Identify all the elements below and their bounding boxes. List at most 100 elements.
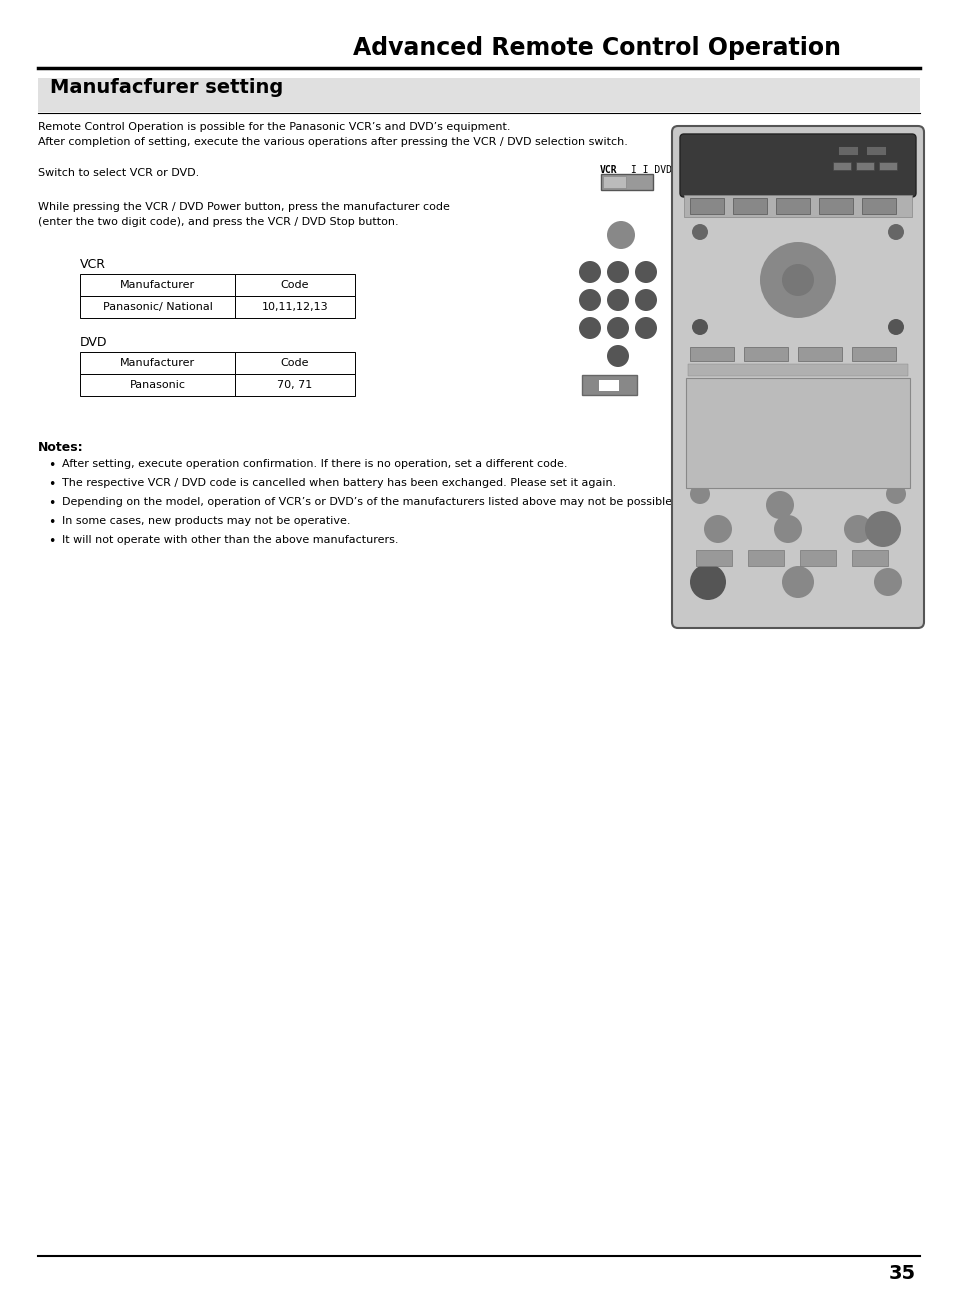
Circle shape: [703, 456, 731, 483]
Circle shape: [885, 483, 905, 504]
Circle shape: [703, 386, 731, 413]
Bar: [234, 273, 355, 295]
Text: ▲: ▲: [794, 249, 801, 259]
Text: ▶: ▶: [820, 276, 826, 285]
Bar: [80, 273, 234, 295]
Text: After setting, execute operation confirmation. If there is no operation, set a d: After setting, execute operation confirm…: [62, 459, 567, 469]
Circle shape: [606, 345, 628, 367]
Text: 35: 35: [888, 1264, 915, 1283]
Circle shape: [773, 515, 801, 543]
Circle shape: [781, 566, 813, 597]
Bar: [865, 146, 885, 156]
Text: 7: 7: [585, 323, 594, 333]
Text: Advanced Remote Control Operation: Advanced Remote Control Operation: [353, 36, 841, 60]
Text: TV: TV: [792, 609, 802, 618]
Bar: [797, 347, 841, 362]
Text: It will not operate with other than the above manufacturers.: It will not operate with other than the …: [62, 535, 398, 546]
Circle shape: [827, 386, 855, 413]
Text: I I DVD: I I DVD: [624, 165, 671, 175]
Text: •: •: [48, 496, 55, 511]
Text: Manufacfurer setting: Manufacfurer setting: [50, 78, 283, 97]
Bar: [689, 198, 723, 214]
Bar: [600, 174, 652, 191]
Bar: [689, 347, 733, 362]
Text: Panasonic: Panasonic: [130, 380, 185, 390]
Bar: [837, 146, 857, 156]
Text: Code: Code: [280, 280, 309, 290]
Text: 4: 4: [585, 295, 594, 305]
Text: After completion of setting, execute the various operations after pressing the V: After completion of setting, execute the…: [38, 137, 627, 146]
Bar: [234, 353, 355, 375]
Circle shape: [578, 289, 600, 311]
Bar: [851, 347, 895, 362]
Bar: [732, 198, 766, 214]
Text: 2: 2: [614, 267, 621, 277]
Circle shape: [635, 289, 657, 311]
Text: 1: 1: [585, 267, 594, 277]
Circle shape: [887, 319, 903, 334]
Text: Notes:: Notes:: [38, 441, 84, 454]
Circle shape: [578, 318, 600, 340]
Circle shape: [864, 511, 900, 547]
Text: Code: Code: [280, 358, 309, 368]
Circle shape: [689, 564, 725, 600]
Text: The respective VCR / DVD code is cancelled when battery has been exchanged. Plea: The respective VCR / DVD code is cancell…: [62, 478, 616, 489]
Circle shape: [689, 483, 709, 504]
Bar: [80, 353, 234, 375]
Circle shape: [691, 319, 707, 334]
Circle shape: [635, 318, 657, 340]
Circle shape: [703, 421, 731, 448]
Text: Panasonic/ National: Panasonic/ National: [103, 302, 213, 312]
Circle shape: [887, 224, 903, 240]
Text: 10,11,12,13: 10,11,12,13: [261, 302, 328, 312]
Text: ▼: ▼: [794, 301, 801, 311]
Text: 5: 5: [614, 295, 621, 305]
Circle shape: [827, 421, 855, 448]
Text: While pressing the VCR / DVD Power button, press the manufacturer code: While pressing the VCR / DVD Power butto…: [38, 202, 450, 213]
Bar: [696, 550, 731, 566]
Text: 3: 3: [641, 267, 649, 277]
Bar: [832, 162, 850, 170]
Circle shape: [606, 289, 628, 311]
Bar: [743, 347, 787, 362]
Text: Remote Control Operation is possible for the Panasonic VCR’s and DVD’s equipment: Remote Control Operation is possible for…: [38, 122, 510, 132]
Text: Panasonic: Panasonic: [769, 595, 825, 605]
Circle shape: [827, 456, 855, 483]
Circle shape: [765, 491, 793, 518]
Text: •: •: [48, 535, 55, 548]
Bar: [747, 550, 783, 566]
Bar: [775, 198, 809, 214]
Text: 2: 2: [776, 395, 783, 404]
Text: 1: 1: [714, 395, 721, 404]
Text: Switch to select VCR or DVD.: Switch to select VCR or DVD.: [38, 168, 199, 178]
Circle shape: [691, 224, 707, 240]
FancyBboxPatch shape: [671, 126, 923, 629]
Circle shape: [606, 260, 628, 283]
Bar: [80, 295, 234, 318]
Text: DVD: DVD: [80, 336, 108, 349]
Text: ◀: ◀: [767, 275, 775, 285]
Bar: [687, 364, 907, 376]
Text: OK: OK: [791, 276, 803, 285]
Bar: [685, 378, 909, 489]
Text: 70, 71: 70, 71: [277, 380, 313, 390]
Bar: [234, 295, 355, 318]
Text: Depending on the model, operation of VCR’s or DVD’s of the manufacturers listed : Depending on the model, operation of VCR…: [62, 496, 675, 507]
Text: Manufacturer: Manufacturer: [120, 358, 194, 368]
Circle shape: [781, 264, 813, 295]
Bar: [800, 550, 835, 566]
Bar: [38, 78, 919, 111]
Text: 3: 3: [838, 395, 845, 404]
Text: 4: 4: [713, 430, 721, 441]
Bar: [602, 176, 625, 188]
Circle shape: [843, 515, 871, 543]
Text: •: •: [48, 478, 55, 491]
Bar: [855, 162, 873, 170]
Circle shape: [703, 515, 731, 543]
Text: ⏻: ⏻: [617, 228, 624, 241]
Circle shape: [635, 260, 657, 283]
Text: VCR: VCR: [80, 258, 106, 271]
Text: 0: 0: [776, 500, 783, 511]
Circle shape: [606, 318, 628, 340]
Circle shape: [606, 222, 635, 249]
